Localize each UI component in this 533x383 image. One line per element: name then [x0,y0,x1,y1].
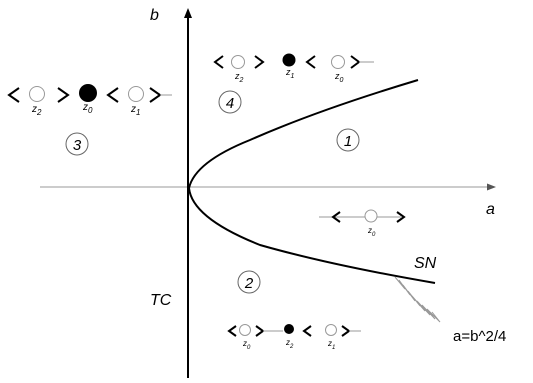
z-sub-label: z2 [31,104,42,117]
z-subscript: 0 [247,345,251,351]
right-arrow [396,211,406,223]
z-sub-label: z0 [334,71,344,84]
z-subscript: 1 [136,108,140,117]
z-subscript: 1 [332,345,335,351]
right-arrow [149,87,162,103]
right-arrow [255,325,265,337]
right-arrow [341,325,351,337]
sn-label: SN [414,255,437,272]
region-4-number: 4 [226,95,234,112]
left-arrow [7,87,20,103]
sn-hatching [394,276,441,323]
z-sub-label: z1 [327,339,335,351]
phase-portrait-region-3: z2 z0 z1 [7,84,172,117]
unstable-point [231,55,245,69]
z-subscript: 0 [372,232,376,238]
z-sub-label: z0 [367,226,376,238]
unstable-point [128,86,144,102]
z-subscript: 2 [36,108,42,117]
unstable-point [325,324,337,336]
phase-portrait-region-2: z0 z2 z1 [227,324,361,351]
phase-portrait-region-4: z2 z1 z0 [213,53,374,84]
unstable-point [331,55,345,69]
z-sub-label: z2 [285,338,294,350]
unstable-point [239,324,251,336]
stable-point [284,324,294,334]
left-arrow [227,325,237,337]
right-arrow [350,55,361,69]
z-sub-label: z0 [82,102,93,115]
a-axis-label: a [486,201,495,218]
sn-equation: a=b^2/4 [453,328,506,345]
right-arrow [254,55,265,69]
phase-portrait-region-1: z0 [319,209,406,238]
stable-point [282,53,296,67]
left-arrow [106,87,119,103]
sn-curve [187,79,436,284]
left-arrow [305,55,316,69]
region-2-number: 2 [244,275,254,292]
right-arrow [57,87,70,103]
left-arrow [331,211,341,223]
region-3-marker: 3 [65,132,89,156]
left-arrow [302,325,312,337]
left-arrow [213,55,224,69]
z-sub-label: z2 [234,71,244,84]
z-subscript: 0 [340,77,344,84]
z-sub-label: z0 [242,339,251,351]
b-axis-label: b [150,7,159,24]
z-sub-label: z1 [285,67,295,80]
region-4-marker: 4 [218,90,242,114]
region-3-number: 3 [73,137,82,154]
b-axis-arrowhead [184,8,192,18]
z-subscript: 0 [88,106,93,115]
region-1-number: 1 [344,133,352,150]
region-1-marker: 1 [336,128,360,152]
unstable-point [364,209,378,223]
z-subscript: 2 [239,77,244,84]
a-axis-arrowhead [487,183,496,191]
tc-label: TC [150,292,172,309]
stable-point [79,84,97,102]
region-2-marker: 2 [237,270,261,294]
z-subscript: 2 [289,344,294,350]
z-sub-label: z1 [130,104,140,117]
unstable-point [29,86,45,102]
z-subscript: 1 [291,73,295,80]
